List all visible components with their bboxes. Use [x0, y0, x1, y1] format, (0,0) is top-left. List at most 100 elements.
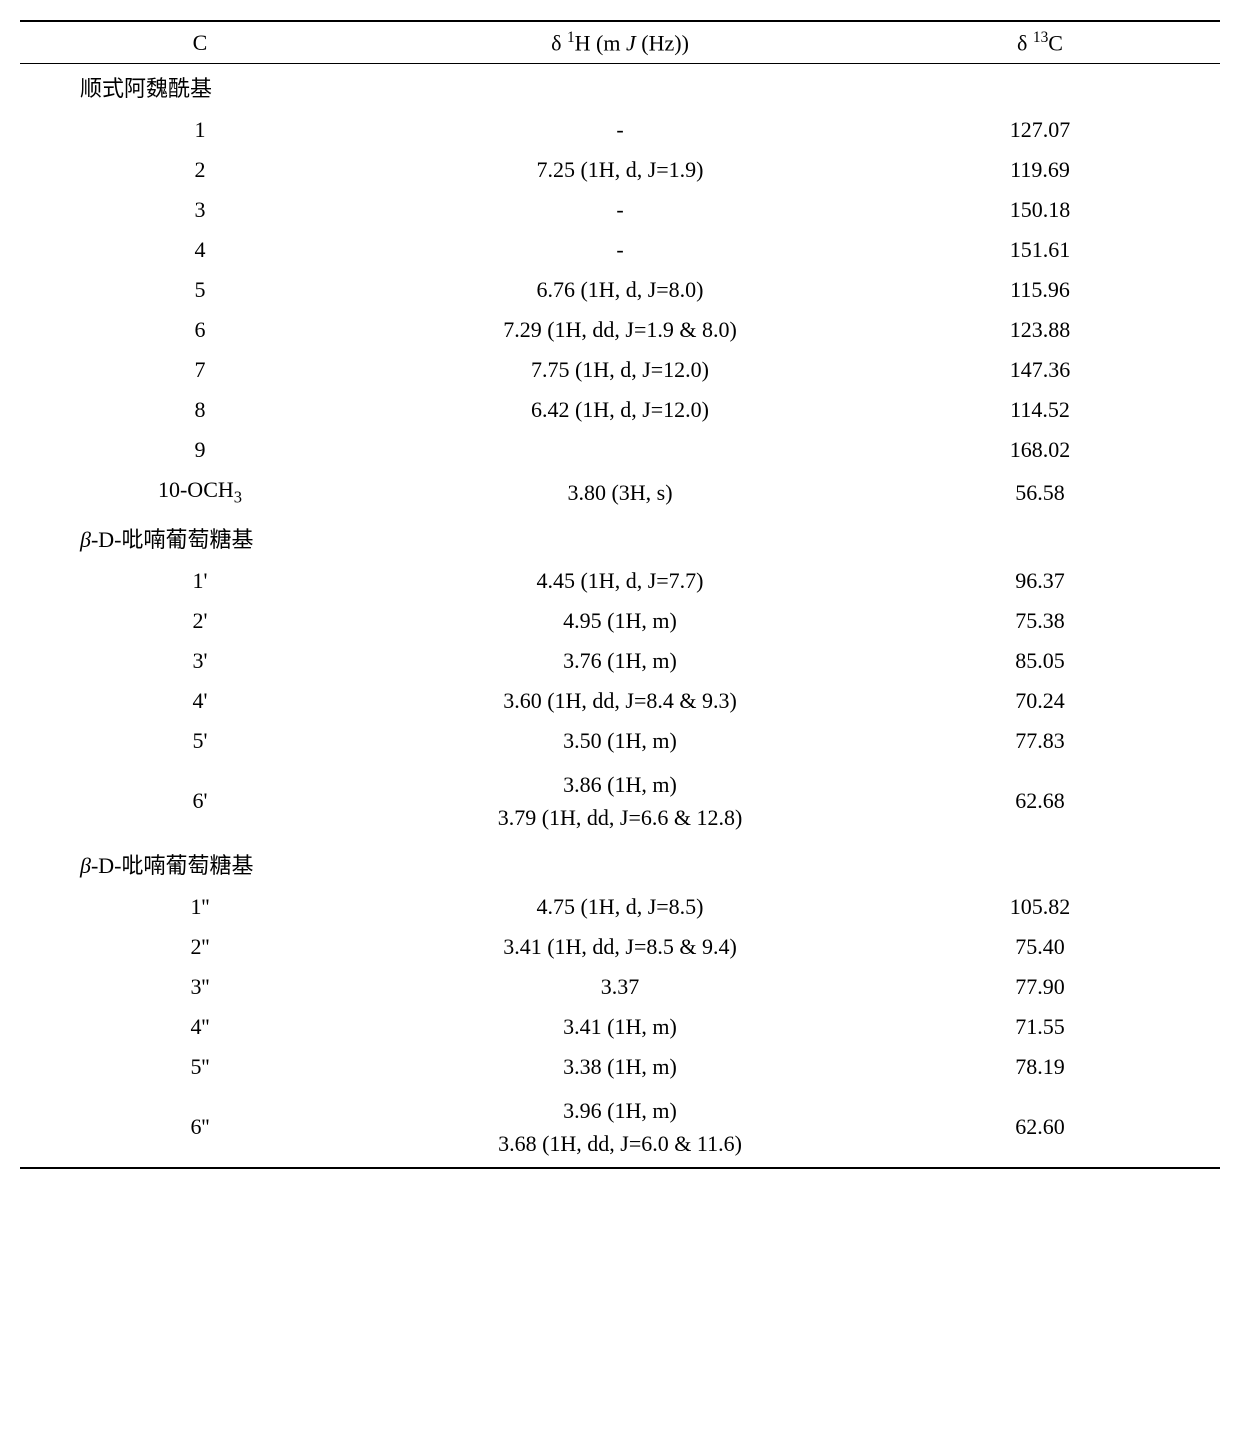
table-row: 27.25 (1H, d, J=1.9)119.69: [20, 150, 1220, 190]
table-row: 6'' 3.96 (1H, m) 3.68 (1H, dd, J=6.0 & 1…: [20, 1087, 1220, 1168]
section-label-rest: -D-吡喃葡萄糖基: [91, 527, 254, 552]
cell-position: 1': [20, 561, 380, 601]
cell-13c: 150.18: [860, 190, 1220, 230]
cell-1h: -: [380, 110, 860, 150]
section-label-rest: -D-吡喃葡萄糖基: [91, 853, 254, 878]
section-header-row: 顺式阿魏酰基: [20, 64, 1220, 111]
cell-13c: 62.60: [860, 1087, 1220, 1168]
cell-1h: 3.80 (3H, s): [380, 470, 860, 514]
cell-1h-line1: 3.86 (1H, m): [386, 768, 854, 801]
cell-position: 8: [20, 390, 380, 430]
cell-position: 9: [20, 430, 380, 470]
cell-position: 4'': [20, 1007, 380, 1047]
cell-1h-line2: 3.79 (1H, dd, J=6.6 & 12.8): [386, 801, 854, 834]
cell-13c: 85.05: [860, 641, 1220, 681]
section-label-text: 顺式阿魏酰基: [80, 76, 212, 101]
table-row: 3''3.3777.90: [20, 967, 1220, 1007]
cell-position: 4: [20, 230, 380, 270]
cell-13c: 151.61: [860, 230, 1220, 270]
cell-1h: 3.50 (1H, m): [380, 721, 860, 761]
cell-1h: 4.45 (1H, d, J=7.7): [380, 561, 860, 601]
cell-1h: 7.29 (1H, dd, J=1.9 & 8.0): [380, 310, 860, 350]
cell-1h: 3.76 (1H, m): [380, 641, 860, 681]
cell-1h: [380, 430, 860, 470]
section-label-italic: β: [80, 853, 91, 878]
cell-13c: 75.38: [860, 601, 1220, 641]
header-c-text: C: [193, 30, 208, 55]
table-row: 1''4.75 (1H, d, J=8.5)105.82: [20, 887, 1220, 927]
cell-1h: 4.75 (1H, d, J=8.5): [380, 887, 860, 927]
table-row: 4'3.60 (1H, dd, J=8.4 & 9.3)70.24: [20, 681, 1220, 721]
cell-13c: 70.24: [860, 681, 1220, 721]
cell-1h: 3.96 (1H, m) 3.68 (1H, dd, J=6.0 & 11.6): [380, 1087, 860, 1168]
cell-1h: 6.76 (1H, d, J=8.0): [380, 270, 860, 310]
cell-13c: 168.02: [860, 430, 1220, 470]
cell-13c: 77.90: [860, 967, 1220, 1007]
section-label-italic: β: [80, 527, 91, 552]
header-h-prefix: δ: [551, 30, 567, 55]
cell-position: 2: [20, 150, 380, 190]
table-row: 77.75 (1H, d, J=12.0)147.36: [20, 350, 1220, 390]
cell-13c: 75.40: [860, 927, 1220, 967]
header-h-mid: H (m: [575, 30, 626, 55]
cell-1h: 3.41 (1H, dd, J=8.5 & 9.4): [380, 927, 860, 967]
cell-13c: 115.96: [860, 270, 1220, 310]
cell-13c: 78.19: [860, 1047, 1220, 1087]
cell-position-sub: 3: [234, 488, 242, 507]
table-row: 4-151.61: [20, 230, 1220, 270]
cell-position: 4': [20, 681, 380, 721]
cell-position: 6: [20, 310, 380, 350]
cell-position: 2': [20, 601, 380, 641]
column-header-position: C: [20, 21, 380, 64]
section-header-row: β-D-吡喃葡萄糖基: [20, 841, 1220, 887]
nmr-data-table: C δ 1H (m J (Hz)) δ 13C 顺式阿魏酰基 1-127.07 …: [20, 20, 1220, 1169]
cell-1h: 3.86 (1H, m) 3.79 (1H, dd, J=6.6 & 12.8): [380, 761, 860, 841]
cell-13c: 96.37: [860, 561, 1220, 601]
cell-13c: 147.36: [860, 350, 1220, 390]
column-header-1h: δ 1H (m J (Hz)): [380, 21, 860, 64]
cell-1h: 6.42 (1H, d, J=12.0): [380, 390, 860, 430]
cell-1h: -: [380, 190, 860, 230]
cell-position: 6': [20, 761, 380, 841]
cell-1h: 7.75 (1H, d, J=12.0): [380, 350, 860, 390]
table-row: 3'3.76 (1H, m)85.05: [20, 641, 1220, 681]
cell-13c: 71.55: [860, 1007, 1220, 1047]
cell-1h-line2: 3.68 (1H, dd, J=6.0 & 11.6): [386, 1127, 854, 1160]
table-row: 1-127.07: [20, 110, 1220, 150]
table-row: 1'4.45 (1H, d, J=7.7)96.37: [20, 561, 1220, 601]
cell-position: 1'': [20, 887, 380, 927]
table-row: 9 168.02: [20, 430, 1220, 470]
header-c13-suffix: C: [1048, 30, 1063, 55]
table-header-row: C δ 1H (m J (Hz)) δ 13C: [20, 21, 1220, 64]
cell-1h: -: [380, 230, 860, 270]
cell-13c: 77.83: [860, 721, 1220, 761]
header-h-suffix: (Hz)): [641, 30, 689, 55]
section-header-row: β-D-吡喃葡萄糖基: [20, 515, 1220, 561]
table-row: 5''3.38 (1H, m)78.19: [20, 1047, 1220, 1087]
table-row: 67.29 (1H, dd, J=1.9 & 8.0)123.88: [20, 310, 1220, 350]
cell-1h: 3.38 (1H, m): [380, 1047, 860, 1087]
cell-13c: 56.58: [860, 470, 1220, 514]
cell-position: 2'': [20, 927, 380, 967]
table-row: 2''3.41 (1H, dd, J=8.5 & 9.4)75.40: [20, 927, 1220, 967]
column-header-13c: δ 13C: [860, 21, 1220, 64]
header-c13-prefix: δ: [1017, 30, 1033, 55]
cell-position: 1: [20, 110, 380, 150]
cell-position: 3'': [20, 967, 380, 1007]
cell-position: 7: [20, 350, 380, 390]
header-h-sup: 1: [567, 29, 575, 46]
table-row: 6' 3.86 (1H, m) 3.79 (1H, dd, J=6.6 & 12…: [20, 761, 1220, 841]
cell-13c: 62.68: [860, 761, 1220, 841]
table-row: 56.76 (1H, d, J=8.0)115.96: [20, 270, 1220, 310]
cell-1h-line1: 3.96 (1H, m): [386, 1094, 854, 1127]
table-row: 86.42 (1H, d, J=12.0)114.52: [20, 390, 1220, 430]
cell-position: 10-OCH3: [20, 470, 380, 514]
table-row: 10-OCH3 3.80 (3H, s) 56.58: [20, 470, 1220, 514]
table-row: 4''3.41 (1H, m)71.55: [20, 1007, 1220, 1047]
cell-13c: 119.69: [860, 150, 1220, 190]
header-c13-sup: 13: [1033, 29, 1048, 46]
cell-position: 3: [20, 190, 380, 230]
cell-13c: 105.82: [860, 887, 1220, 927]
header-h-ital: J: [626, 30, 641, 55]
cell-position-prefix: 10-OCH: [158, 477, 234, 502]
